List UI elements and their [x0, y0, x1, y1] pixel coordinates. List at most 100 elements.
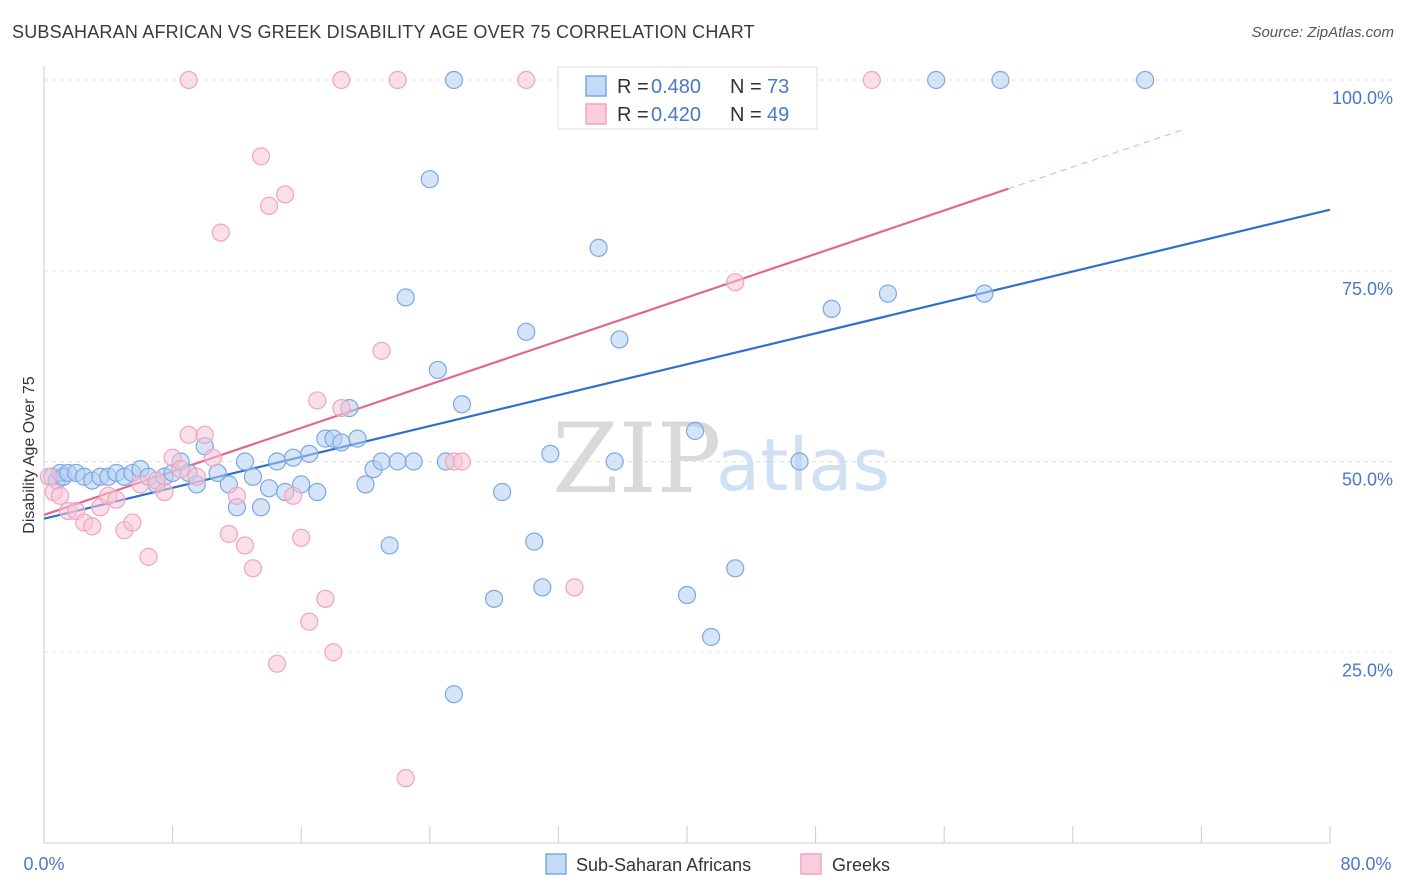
legend-r-value-1: 0.480 — [651, 76, 701, 98]
chart-title: SUBSAHARAN AFRICAN VS GREEK DISABILITY A… — [12, 22, 755, 42]
subsaharan-point — [610, 330, 629, 349]
y-tick-label-50: 50.0% — [1342, 470, 1393, 490]
legend-n-value-1: 73 — [767, 76, 789, 98]
greeks-point — [179, 425, 198, 444]
greeks-point — [565, 578, 584, 597]
subsaharan-point — [533, 578, 552, 597]
subsaharan-point — [380, 536, 399, 555]
subsaharan-point — [927, 70, 946, 90]
greeks-point — [308, 391, 327, 410]
tick-labels: 25.0% 50.0% 75.0% 100.0% 0.0% 80.0% — [23, 88, 1393, 874]
greeks-point — [83, 517, 102, 536]
greeks-point — [300, 612, 319, 631]
y-tick-label-25: 25.0% — [1342, 660, 1393, 680]
subsaharan-point — [251, 498, 271, 517]
greeks-point — [316, 589, 335, 608]
subsaharan-point — [485, 589, 504, 608]
subsaharan-point — [991, 70, 1010, 90]
greeks-point — [107, 490, 126, 509]
subsaharan-point — [243, 467, 263, 486]
subsaharan-point — [259, 479, 279, 498]
bottom-legend: Sub-Saharan Africans Greeks — [545, 853, 890, 875]
greeks-point — [259, 196, 279, 215]
subsaharan-point — [284, 448, 303, 467]
subsaharan-point — [541, 444, 560, 463]
greeks-point — [187, 467, 206, 486]
subsaharan-point — [702, 627, 721, 647]
subsaharan-point — [396, 288, 415, 307]
subsaharan-point — [525, 532, 544, 551]
subsaharan-point — [235, 452, 255, 471]
x-tick-label-min: 0.0% — [23, 854, 64, 874]
subsaharan-point — [332, 433, 351, 452]
legend-n-label-2: N = — [730, 104, 762, 126]
bottom-legend-swatch-subsaharan — [545, 853, 567, 875]
subsaharan-point — [685, 421, 705, 441]
greeks-point — [195, 425, 214, 444]
subsaharan-point — [677, 585, 697, 605]
subsaharan-point — [726, 559, 745, 578]
greeks-point — [235, 536, 255, 555]
top-legend: R = 0.480 N = 73 R = 0.420 N = 49 — [557, 66, 818, 130]
subsaharan-point — [452, 395, 472, 414]
greeks-point — [332, 398, 351, 418]
greeks-point — [267, 654, 287, 673]
subsaharan-point — [356, 475, 375, 494]
greeks-point — [396, 769, 415, 788]
axes — [43, 66, 1331, 844]
subsaharan-point — [428, 360, 447, 380]
greeks-point — [726, 273, 745, 292]
greeks-point — [251, 147, 271, 166]
subsaharan-point — [388, 452, 407, 471]
subsaharan-trend-line — [43, 208, 1331, 520]
subsaharan-point — [605, 452, 624, 471]
source-credit: Source: ZipAtlas.com — [1251, 24, 1394, 41]
greeks-point — [862, 70, 881, 90]
greeks-point — [171, 460, 190, 479]
greeks-point — [219, 524, 238, 544]
subsaharan-point — [372, 452, 391, 471]
data-points — [39, 70, 1155, 788]
subsaharan-point — [517, 322, 536, 341]
greeks-trend-extension — [1008, 128, 1186, 190]
greeks-point — [227, 486, 246, 505]
legend-swatch-greeks — [585, 103, 607, 125]
greeks-point — [324, 643, 343, 662]
legend-n-label-1: N = — [730, 76, 762, 98]
greeks-point — [517, 70, 536, 90]
subsaharan-point — [589, 238, 608, 257]
y-tick-label-100: 100.0% — [1332, 88, 1393, 108]
subsaharan-point — [404, 452, 423, 471]
y-axis-title: Disability Age Over 75 — [21, 376, 38, 534]
greeks-point — [155, 482, 174, 502]
greeks-point — [276, 185, 295, 204]
legend-r-value-2: 0.420 — [651, 104, 701, 126]
subsaharan-point — [493, 482, 512, 502]
subsaharan-point — [444, 685, 464, 704]
subsaharan-point — [444, 70, 464, 90]
greeks-point — [211, 223, 230, 242]
subsaharan-point — [267, 452, 287, 471]
subsaharan-point — [975, 284, 994, 303]
bottom-legend-label-subsaharan: Sub-Saharan Africans — [576, 855, 751, 875]
watermark: ZIP atlas — [552, 403, 890, 515]
subsaharan-point — [348, 429, 367, 448]
subsaharan-point — [790, 452, 809, 471]
y-tick-label-75: 75.0% — [1342, 279, 1393, 299]
greeks-point — [203, 448, 222, 467]
subsaharan-point — [300, 444, 319, 463]
subsaharan-point — [420, 170, 439, 189]
bottom-legend-label-greeks: Greeks — [832, 855, 890, 875]
legend-r-label-2: R = — [617, 104, 649, 126]
bottom-legend-swatch-greeks — [800, 853, 822, 875]
legend-swatch-subsaharan — [585, 75, 607, 97]
subsaharan-point — [878, 284, 898, 303]
subsaharan-point — [822, 299, 841, 318]
legend-r-label-1: R = — [617, 76, 649, 98]
greeks-point — [388, 70, 407, 90]
watermark-zip: ZIP — [552, 403, 721, 515]
greeks-point — [50, 486, 70, 505]
greeks-point — [292, 528, 311, 547]
x-tick-label-max: 80.0% — [1340, 854, 1391, 874]
